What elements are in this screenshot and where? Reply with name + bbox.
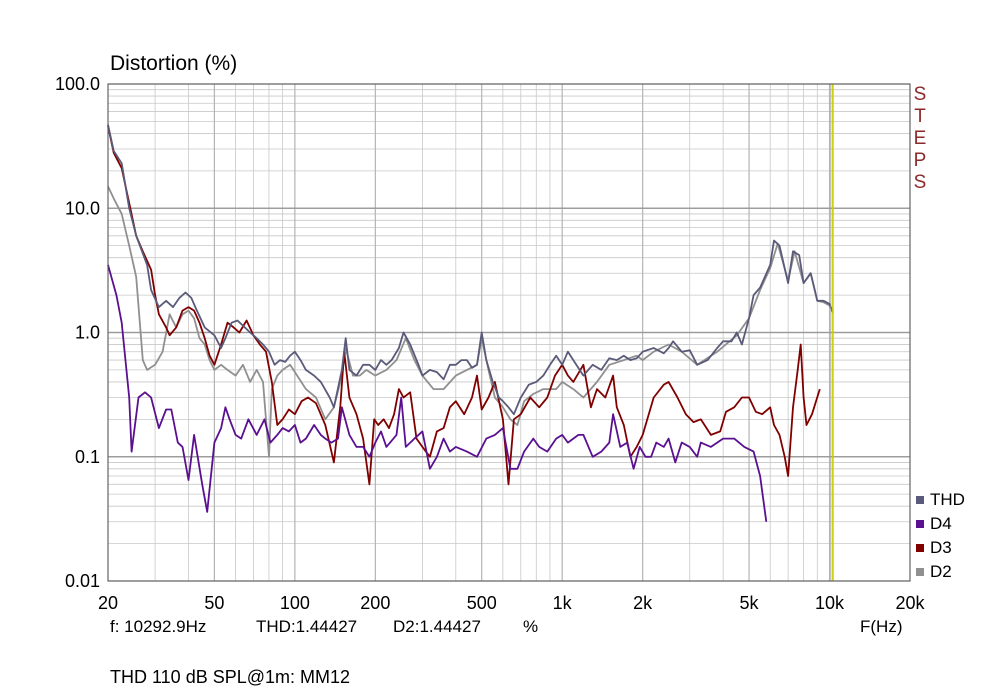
x-axis-unit-label: F(Hz) — [860, 617, 903, 636]
y-tick-label: 10.0 — [65, 198, 100, 218]
legend-swatch — [916, 496, 924, 504]
readout-unit: % — [523, 617, 539, 636]
y-tick-label: 0.1 — [75, 447, 100, 467]
x-tick-label: 500 — [467, 593, 497, 613]
steps-vertical-label: S T E P S — [911, 84, 929, 194]
steps-letter: E — [913, 128, 927, 149]
legend-item-d3[interactable]: D3 — [916, 536, 965, 560]
series-lines — [107, 84, 834, 581]
legend-swatch — [916, 520, 924, 528]
x-axis-tick-labels: 20 50 100 200 500 1k 2k 5k 10k 20k — [98, 593, 926, 613]
chart-title: Distortion (%) — [110, 52, 238, 75]
measurement-caption: THD 110 dB SPL@1m: MM12 — [110, 667, 351, 687]
x-tick-label: 1k — [553, 593, 573, 613]
steps-letter: P — [913, 150, 927, 171]
cursor-d2-readout: D2:1.44427 — [393, 617, 481, 636]
legend-label: D2 — [930, 562, 952, 581]
legend-item-thd[interactable]: THD — [916, 488, 965, 512]
legend-item-d2[interactable]: D2 — [916, 560, 965, 584]
y-axis-tick-labels: 0.01 0.1 1.0 10.0 100.0 — [55, 74, 100, 591]
cursor-frequency-readout: f: 10292.9Hz — [110, 617, 207, 636]
y-tick-label: 100.0 — [55, 74, 100, 94]
legend-swatch — [916, 544, 924, 552]
x-tick-label: 20k — [895, 593, 925, 613]
x-tick-label: 100 — [280, 593, 310, 613]
x-tick-label: 2k — [633, 593, 653, 613]
series-line-thd — [107, 124, 834, 416]
series-line-d4 — [107, 264, 768, 522]
legend: THD D4 D3 D2 — [916, 488, 965, 584]
x-tick-label: 200 — [360, 593, 390, 613]
x-tick-label: 10k — [815, 593, 845, 613]
cursor-thd-readout: THD:1.44427 — [256, 617, 358, 636]
steps-letter: T — [914, 106, 926, 127]
y-tick-label: 1.0 — [75, 323, 100, 343]
legend-label: D3 — [930, 538, 952, 557]
steps-letter: S — [913, 172, 927, 193]
legend-label: D4 — [930, 514, 952, 533]
steps-letter: S — [913, 84, 927, 105]
legend-item-d4[interactable]: D4 — [916, 512, 965, 536]
series-line-d3 — [107, 125, 821, 486]
legend-swatch — [916, 568, 924, 576]
x-tick-label: 5k — [740, 593, 760, 613]
x-tick-label: 20 — [98, 593, 118, 613]
y-tick-label: 0.01 — [65, 571, 100, 591]
plot-area-border — [107, 83, 911, 582]
x-tick-label: 50 — [204, 593, 224, 613]
legend-label: THD — [930, 490, 965, 509]
